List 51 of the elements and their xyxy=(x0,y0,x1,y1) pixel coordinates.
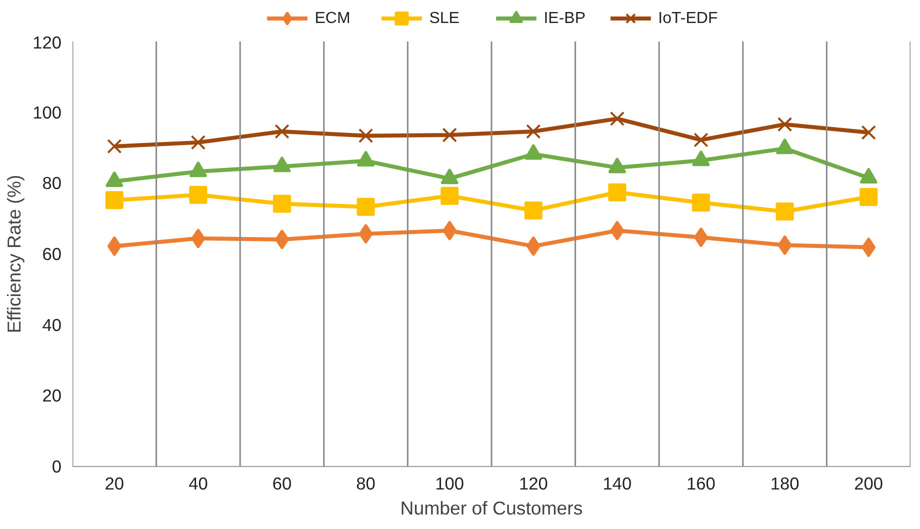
point xyxy=(273,194,291,213)
y-tick-label: 0 xyxy=(52,456,62,476)
point xyxy=(190,135,206,150)
point xyxy=(107,236,122,256)
y-tick-label: 100 xyxy=(32,102,62,122)
point xyxy=(442,128,457,142)
y-tick-label: 80 xyxy=(42,173,62,194)
x-tick-label: 120 xyxy=(518,474,548,494)
point xyxy=(610,220,624,241)
point xyxy=(189,186,208,204)
x-tick-label: 180 xyxy=(770,474,800,494)
point xyxy=(777,117,792,132)
point xyxy=(778,235,792,256)
point xyxy=(191,228,206,248)
point xyxy=(526,236,540,256)
legend-label: ECM xyxy=(314,10,350,27)
x-tick-label: 80 xyxy=(356,474,376,494)
point xyxy=(610,111,625,126)
point xyxy=(274,124,290,139)
y-tick-label: 20 xyxy=(42,386,62,406)
point xyxy=(358,224,373,244)
legend-label: IoT-EDF xyxy=(658,10,718,27)
point xyxy=(358,128,374,144)
point xyxy=(776,202,794,220)
y-tick-label: 40 xyxy=(42,314,62,335)
point xyxy=(692,194,710,212)
point xyxy=(860,188,878,206)
x-tick-label: 140 xyxy=(602,474,632,494)
point xyxy=(526,124,541,139)
point xyxy=(861,125,876,140)
point xyxy=(105,191,124,210)
x-tick-label: 60 xyxy=(272,474,292,494)
legend-label: IE-BP xyxy=(544,10,586,27)
y-axis-title: Efficiency Rate (%) xyxy=(4,174,25,334)
y-tick-label: 60 xyxy=(42,244,62,264)
point xyxy=(608,183,626,202)
x-axis-title: Number of Customers xyxy=(400,498,583,518)
point xyxy=(524,201,542,220)
point xyxy=(356,198,375,216)
point xyxy=(442,220,457,241)
x-tick-label: 200 xyxy=(854,474,884,494)
x-tick-label: 160 xyxy=(686,474,716,494)
x-tick-label: 20 xyxy=(104,474,124,494)
point xyxy=(440,186,459,205)
point xyxy=(862,237,876,258)
x-tick-label: 40 xyxy=(188,474,208,494)
x-tick-label: 100 xyxy=(435,474,464,494)
legend-label: SLE xyxy=(429,10,460,27)
point xyxy=(694,132,708,148)
point xyxy=(107,138,122,154)
y-tick-label: 120 xyxy=(32,32,62,52)
